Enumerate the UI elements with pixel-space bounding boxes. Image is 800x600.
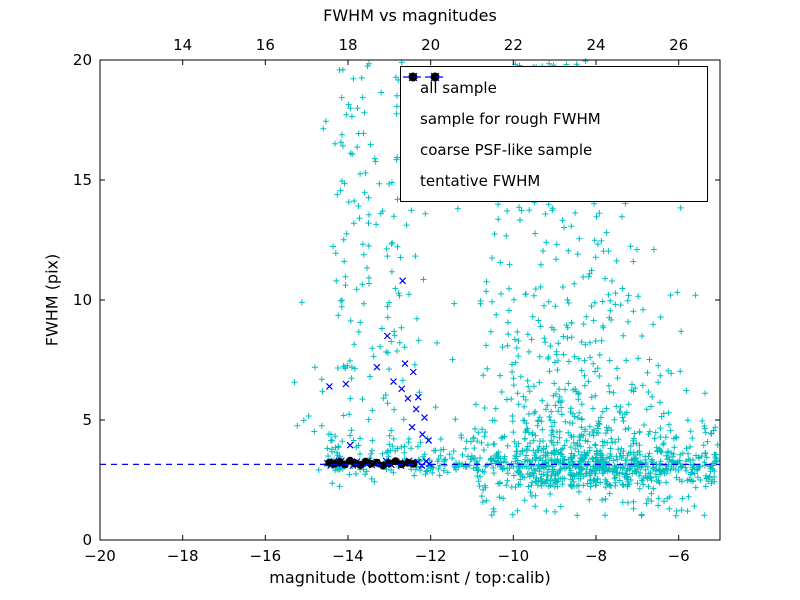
svg-text:−18: −18 (167, 547, 199, 565)
legend-item-label: all sample (420, 78, 497, 97)
all-sample-points (291, 58, 721, 519)
legend-item-3: coarse PSF-like sample (408, 72, 698, 165)
svg-text:−12: −12 (415, 547, 447, 565)
svg-text:20: 20 (421, 36, 440, 54)
y-axis-ticks: 0 5 10 15 20 (73, 51, 720, 549)
svg-text:10: 10 (73, 291, 92, 309)
svg-text:16: 16 (256, 36, 275, 54)
svg-text:−20: −20 (84, 547, 116, 565)
legend-item-label: coarse PSF-like sample (420, 140, 593, 159)
legend-item-1: all sample (409, 72, 698, 103)
svg-text:−6: −6 (668, 547, 690, 565)
svg-text:15: 15 (73, 171, 92, 189)
svg-text:−16: −16 (250, 547, 282, 565)
svg-text:0: 0 (82, 531, 92, 549)
svg-text:−10: −10 (498, 547, 530, 565)
legend-item-label: tentative FWHM (420, 171, 541, 190)
svg-text:22: 22 (504, 36, 523, 54)
dot-marker-icon (408, 72, 440, 82)
x-axis-ticks-top: 14 16 18 20 22 24 26 (173, 36, 688, 65)
legend-item-2: sample for rough FWHM (408, 72, 698, 134)
chart-title: FWHM vs magnitudes (323, 6, 497, 25)
x-axis-ticks-bottom: −20 −18 −16 −14 −12 −10 −8 −6 (84, 535, 690, 565)
svg-text:20: 20 (73, 51, 92, 69)
legend: all sample sample for rough FWHM coarse PS… (400, 66, 708, 202)
svg-text:26: 26 (669, 36, 688, 54)
legend-item-4: tentative FWHM (403, 76, 698, 196)
x-axis-label: magnitude (bottom:isnt / top:calib) (269, 568, 551, 587)
svg-text:14: 14 (173, 36, 192, 54)
svg-text:5: 5 (82, 411, 92, 429)
dashed-marker-icon (403, 76, 445, 78)
svg-text:−14: −14 (332, 547, 364, 565)
svg-text:24: 24 (586, 36, 605, 54)
svg-text:−8: −8 (585, 547, 607, 565)
legend-item-label: sample for rough FWHM (420, 109, 601, 128)
svg-text:18: 18 (338, 36, 357, 54)
y-axis-label: FWHM (pix) (42, 253, 62, 347)
